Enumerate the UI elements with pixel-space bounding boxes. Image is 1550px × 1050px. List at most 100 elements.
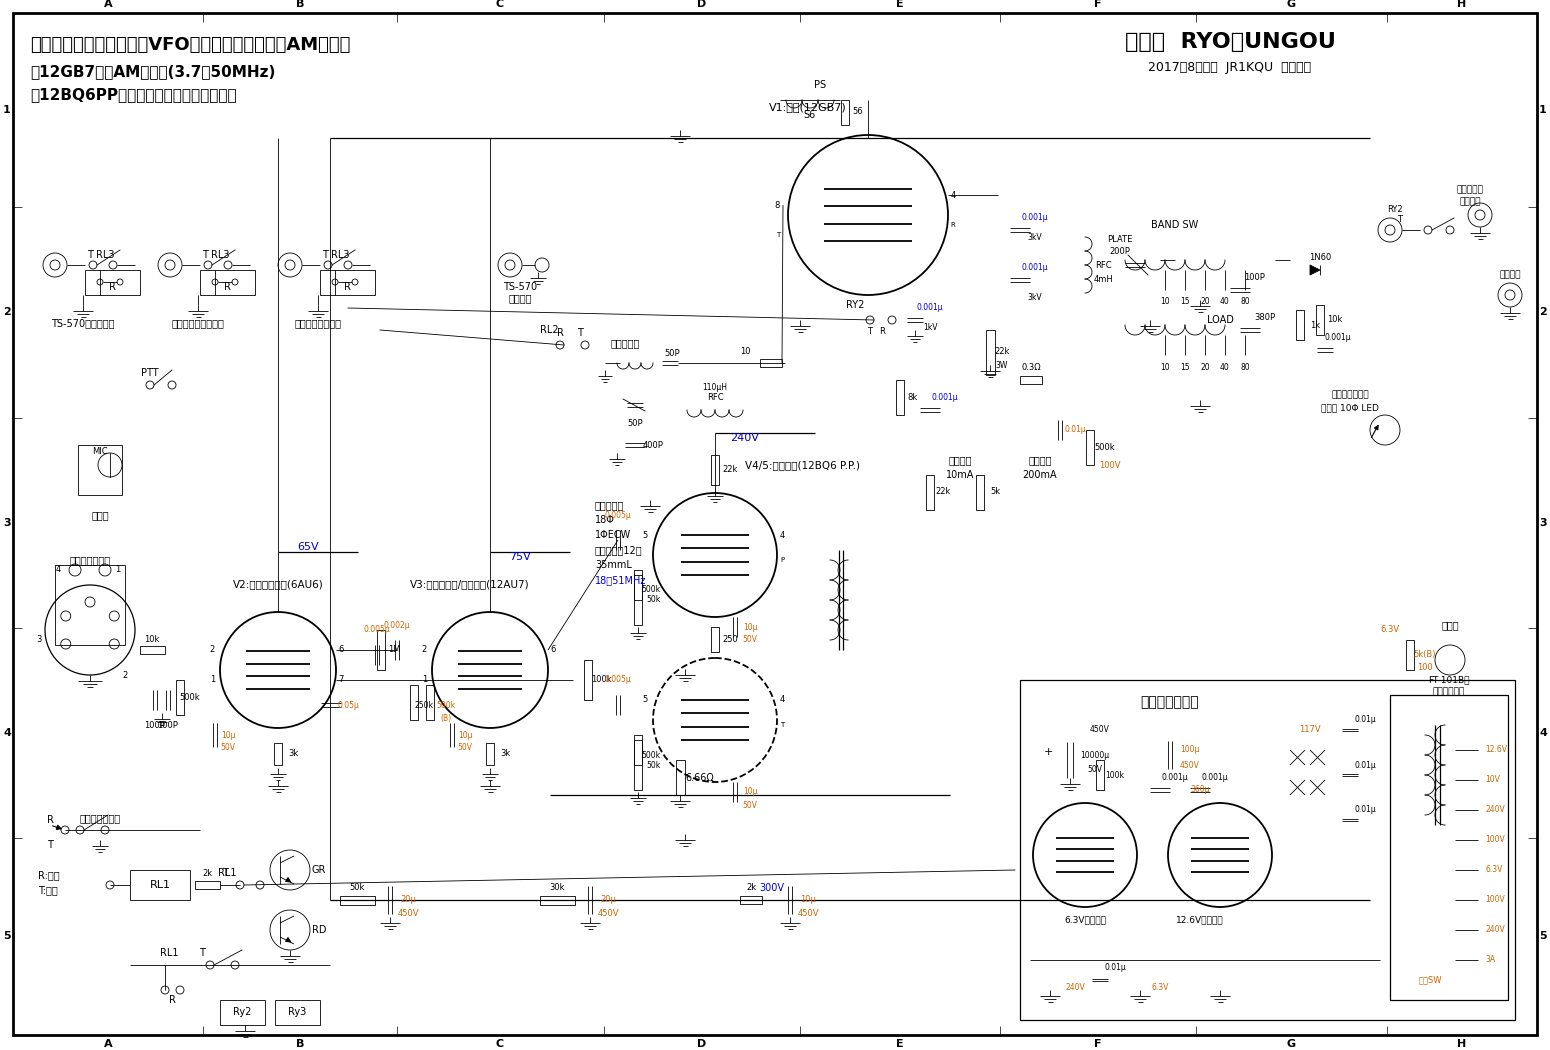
- Text: 7: 7: [338, 675, 344, 685]
- Text: 2k: 2k: [202, 868, 212, 878]
- Bar: [986, 330, 995, 375]
- Text: RL3: RL3: [96, 250, 115, 260]
- Bar: [426, 685, 434, 720]
- Bar: [274, 743, 282, 765]
- Text: 400P: 400P: [643, 441, 663, 449]
- Text: E: E: [896, 1040, 904, 1049]
- Text: 500k: 500k: [642, 751, 660, 759]
- Text: 0.3Ω: 0.3Ω: [1021, 363, 1040, 373]
- Text: 5: 5: [643, 695, 648, 705]
- Text: 30k: 30k: [549, 883, 564, 892]
- Bar: [711, 455, 719, 485]
- Text: ピークメーター: ピークメーター: [1331, 391, 1369, 399]
- Text: 18Φ: 18Φ: [595, 514, 615, 525]
- Text: 100k: 100k: [1105, 771, 1124, 779]
- Text: 2: 2: [3, 307, 11, 317]
- Text: T: T: [780, 722, 784, 728]
- Bar: [976, 475, 984, 510]
- Text: T: T: [577, 328, 583, 338]
- Bar: [411, 685, 418, 720]
- Text: RL1: RL1: [160, 948, 178, 958]
- Text: 1: 1: [115, 566, 121, 574]
- Text: 6.3V: 6.3V: [1485, 865, 1502, 875]
- Text: 0.01μ: 0.01μ: [1355, 760, 1376, 770]
- Text: 0.01μ: 0.01μ: [1355, 715, 1376, 724]
- Text: 3W: 3W: [995, 360, 1008, 370]
- Text: 0.01μ: 0.01μ: [1355, 805, 1376, 815]
- Bar: [739, 896, 763, 904]
- Text: 40: 40: [1220, 297, 1229, 307]
- Text: 2: 2: [209, 646, 215, 654]
- Bar: [634, 575, 642, 625]
- Text: 250: 250: [722, 634, 738, 644]
- Text: 10: 10: [1161, 297, 1170, 307]
- Text: 凌雲号電源装置: 凌雲号電源装置: [1141, 695, 1200, 709]
- Text: リニア　スタンバイ: リニア スタンバイ: [172, 318, 225, 328]
- Bar: [925, 475, 935, 510]
- Text: 50V: 50V: [457, 743, 473, 753]
- Bar: [200, 270, 256, 295]
- Bar: [1296, 310, 1304, 340]
- Text: A: A: [104, 1040, 112, 1049]
- Text: 1: 1: [209, 675, 215, 685]
- Text: 0.001μ: 0.001μ: [1021, 264, 1048, 273]
- Text: 0.05μ: 0.05μ: [336, 700, 360, 710]
- Text: モニタ: モニタ: [1442, 620, 1459, 630]
- Bar: [130, 870, 191, 900]
- Text: 100P: 100P: [144, 720, 166, 730]
- Text: GR: GR: [312, 865, 327, 875]
- Text: 3A: 3A: [1485, 956, 1496, 965]
- Text: 6.3V: 6.3V: [1152, 984, 1169, 992]
- Text: 10mA: 10mA: [946, 470, 975, 480]
- Bar: [676, 760, 685, 795]
- Text: 10k: 10k: [144, 635, 160, 645]
- Bar: [140, 646, 164, 654]
- Text: 10000μ: 10000μ: [1080, 751, 1110, 759]
- Text: 4: 4: [780, 695, 784, 705]
- Text: 0.01μ: 0.01μ: [1104, 964, 1125, 972]
- Text: 20: 20: [1200, 362, 1211, 372]
- Text: C: C: [496, 1040, 504, 1049]
- Text: 10: 10: [739, 346, 750, 356]
- Text: 200P: 200P: [1110, 248, 1130, 256]
- Text: R: R: [223, 282, 231, 292]
- Text: 80: 80: [1240, 362, 1249, 372]
- Text: (B): (B): [440, 714, 451, 722]
- Text: 1: 1: [3, 105, 11, 116]
- Text: 0.01μ: 0.01μ: [1065, 425, 1087, 435]
- Bar: [487, 743, 494, 765]
- Text: RFC: RFC: [1094, 260, 1111, 270]
- Text: 10: 10: [1161, 362, 1170, 372]
- Text: 240V: 240V: [1485, 925, 1505, 934]
- Text: 100V: 100V: [1485, 896, 1505, 904]
- Text: F: F: [1094, 1040, 1102, 1049]
- Text: 100: 100: [1417, 664, 1432, 672]
- Bar: [177, 680, 184, 715]
- Text: 手持ちのトランシーバをVFOに使う究極の簡易型AM送信機: 手持ちのトランシーバをVFOに使う究極の簡易型AM送信機: [29, 36, 350, 54]
- Text: 100μ: 100μ: [1180, 746, 1200, 755]
- Text: 15: 15: [1180, 297, 1190, 307]
- Text: マイク: マイク: [91, 510, 108, 520]
- Text: PS: PS: [814, 80, 826, 90]
- Text: T: T: [222, 868, 228, 878]
- Text: R: R: [46, 815, 53, 825]
- Text: 入力コイル: 入力コイル: [595, 500, 625, 510]
- Text: 12.6V: 12.6V: [1485, 746, 1507, 755]
- Text: アンテナ: アンテナ: [508, 293, 532, 303]
- Text: 4: 4: [780, 530, 784, 540]
- Text: マイクジャック: マイクジャック: [70, 555, 110, 565]
- Text: 10μ: 10μ: [457, 731, 473, 739]
- Text: R: R: [169, 995, 175, 1005]
- Text: 4: 4: [56, 566, 60, 574]
- Text: 500k: 500k: [642, 586, 660, 594]
- Text: 240V: 240V: [1065, 984, 1085, 992]
- Text: V4/5:電力増幅(12BQ6 P.P.): V4/5:電力増幅(12BQ6 P.P.): [746, 460, 860, 470]
- Bar: [319, 270, 375, 295]
- Text: 100P: 100P: [158, 720, 178, 730]
- Text: 3: 3: [1539, 518, 1547, 528]
- Text: 3: 3: [37, 635, 42, 645]
- Text: 50k: 50k: [349, 883, 364, 892]
- Text: 6.66Ω: 6.66Ω: [685, 773, 715, 783]
- Text: スペース巻12回: スペース巻12回: [595, 545, 643, 555]
- Text: 450V: 450V: [1180, 760, 1200, 770]
